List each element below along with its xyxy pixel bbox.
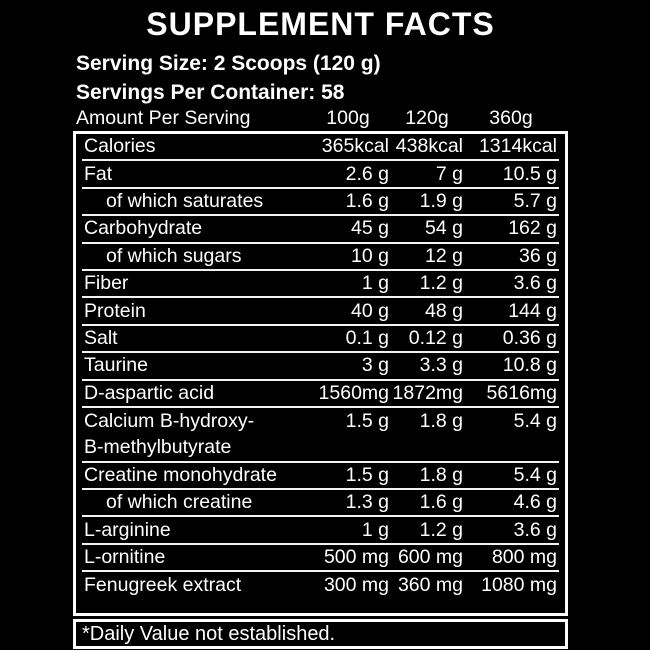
table-row: Fat 2.6 g 7 g 10.5 g <box>82 161 559 189</box>
nutrient-value: 10.8 g <box>502 354 557 377</box>
facts-table: Calories 365kcal 438kcal 1314kcal Fat 2.6 g 7 … <box>73 131 568 616</box>
table-row: Fiber 1 g 1.2 g 3.6 g <box>82 271 559 299</box>
table-row: Salt 0.1 g 0.12 g 0.36 g <box>82 326 559 354</box>
nutrient-value: 10.5 g <box>502 162 557 185</box>
nutrient-value: 1.2 g <box>419 272 463 295</box>
nutrient-value: 5.4 g <box>513 410 557 433</box>
nutrient-value: 1.2 g <box>419 518 463 541</box>
nutrient-name: B-methylbutyrate <box>84 436 232 459</box>
nutrient-value: 360 mg <box>397 574 463 597</box>
nutrient-value: 144 g <box>508 299 557 322</box>
nutrient-value: 1.6 g <box>345 189 389 212</box>
nutrient-value: 300 mg <box>323 574 389 597</box>
nutrient-value: 1.9 g <box>419 189 463 212</box>
nutrient-value: 5.7 g <box>513 189 557 212</box>
nutrient-value: 0.36 g <box>502 326 557 349</box>
column-header-100g: 100g <box>326 107 370 129</box>
table-row: Creatine monohydrate 1.5 g 1.8 g 5.4 g <box>82 463 559 491</box>
nutrient-name: Calcium B-hydroxy- <box>84 410 255 433</box>
nutrient-name: Calories <box>84 135 156 158</box>
nutrient-name: of which creatine <box>106 491 253 514</box>
table-header-row: Amount Per Serving 100g 120g 360g <box>73 107 568 131</box>
table-row: B-methylbutyrate <box>82 435 559 463</box>
table-row: Protein 40 g 48 g 144 g <box>82 298 559 326</box>
table-row: Calcium B-hydroxy- 1.5 g 1.8 g 5.4 g <box>82 408 559 435</box>
table-row: of which sugars 10 g 12 g 36 g <box>82 244 559 271</box>
nutrient-value: 1 g <box>361 272 389 295</box>
nutrient-value: 1.6 g <box>419 491 463 514</box>
nutrient-value: 438kcal <box>395 135 463 158</box>
label-title: SUPPLEMENT FACTS <box>146 6 495 42</box>
nutrient-name: of which saturates <box>106 189 264 212</box>
nutrient-name: Carbohydrate <box>84 217 203 240</box>
nutrient-value: 3.6 g <box>513 518 557 541</box>
nutrient-name: Fat <box>84 162 113 185</box>
nutrient-value: 45 g <box>351 217 389 240</box>
servings-per-container-text: Servings Per Container: 58 <box>76 81 345 104</box>
nutrient-value: 0.12 g <box>408 326 463 349</box>
nutrient-value: 1 g <box>361 518 389 541</box>
nutrient-value: 1.3 g <box>345 491 389 514</box>
nutrient-name: Taurine <box>84 354 148 377</box>
nutrient-value: 36 g <box>519 244 557 267</box>
nutrient-value: 3.6 g <box>513 272 557 295</box>
table-row: L-arginine 1 g 1.2 g 3.6 g <box>82 517 559 545</box>
nutrient-name: D-aspartic acid <box>84 381 215 404</box>
nutrient-value: 1.8 g <box>419 463 463 486</box>
nutrient-value: 48 g <box>425 299 463 322</box>
nutrient-name: Fiber <box>84 272 129 295</box>
nutrient-value: 800 mg <box>491 546 557 569</box>
nutrient-value: 1.8 g <box>419 410 463 433</box>
nutrient-value: 54 g <box>425 217 463 240</box>
table-row: of which saturates 1.6 g 1.9 g 5.7 g <box>82 189 559 217</box>
nutrient-value: 162 g <box>508 217 557 240</box>
nutrient-value: 1.5 g <box>345 410 389 433</box>
nutrient-value: 1560mg <box>318 381 389 404</box>
nutrient-value: 10 g <box>351 244 389 267</box>
nutrient-name: of which sugars <box>106 244 242 267</box>
column-header-120g: 120g <box>405 107 449 129</box>
nutrient-value: 12 g <box>425 244 463 267</box>
footnote-text: *Daily Value not established. <box>82 622 336 645</box>
nutrient-name: Protein <box>84 299 146 322</box>
nutrient-value: 365kcal <box>321 135 389 158</box>
nutrient-name: Salt <box>84 326 118 349</box>
nutrient-value: 600 mg <box>397 546 463 569</box>
facts-rows: Calories 365kcal 438kcal 1314kcal Fat 2.6 g 7 … <box>82 134 559 600</box>
nutrient-value: 0.1 g <box>345 326 389 349</box>
nutrient-value: 5616mg <box>486 381 557 404</box>
nutrient-value: 5.4 g <box>513 463 557 486</box>
table-row: of which creatine 1.3 g 1.6 g 4.6 g <box>82 490 559 518</box>
nutrient-value: 1314kcal <box>478 135 557 158</box>
nutrient-value: 1872mg <box>392 381 463 404</box>
nutrient-value: 500 mg <box>323 546 389 569</box>
table-row: Calories 365kcal 438kcal 1314kcal <box>82 134 559 162</box>
table-row: Taurine 3 g 3.3 g 10.8 g <box>82 353 559 381</box>
nutrient-name: Fenugreek extract <box>84 574 242 597</box>
nutrient-value: 1080 mg <box>481 574 557 597</box>
nutrient-value: 2.6 g <box>345 162 389 185</box>
nutrient-value: 3.3 g <box>419 354 463 377</box>
table-row: Carbohydrate 45 g 54 g 162 g <box>82 216 559 244</box>
footnote-box: *Daily Value not established. <box>73 618 568 649</box>
nutrient-value: 40 g <box>351 299 389 322</box>
nutrient-value: 1.5 g <box>345 463 389 486</box>
label-content: SUPPLEMENT FACTS Serving Size: 2 Scoops … <box>73 0 568 649</box>
table-row: L-ornitine 500 mg 600 mg 800 mg <box>82 545 559 573</box>
amount-per-serving-label: Amount Per Serving <box>76 107 251 129</box>
table-row: Fenugreek extract 300 mg 360 mg 1080 mg <box>82 572 559 599</box>
nutrient-value: 4.6 g <box>513 491 557 514</box>
nutrient-value: 3 g <box>361 354 389 377</box>
serving-size-text: Serving Size: 2 Scoops (120 g) <box>76 52 381 75</box>
nutrient-name: L-arginine <box>84 518 171 541</box>
nutrient-name: L-ornitine <box>84 546 166 569</box>
nutrient-value: 7 g <box>435 162 463 185</box>
nutrient-name: Creatine monohydrate <box>84 463 277 486</box>
table-row: D-aspartic acid 1560mg 1872mg 5616mg <box>82 381 559 408</box>
column-header-360g: 360g <box>489 107 533 129</box>
